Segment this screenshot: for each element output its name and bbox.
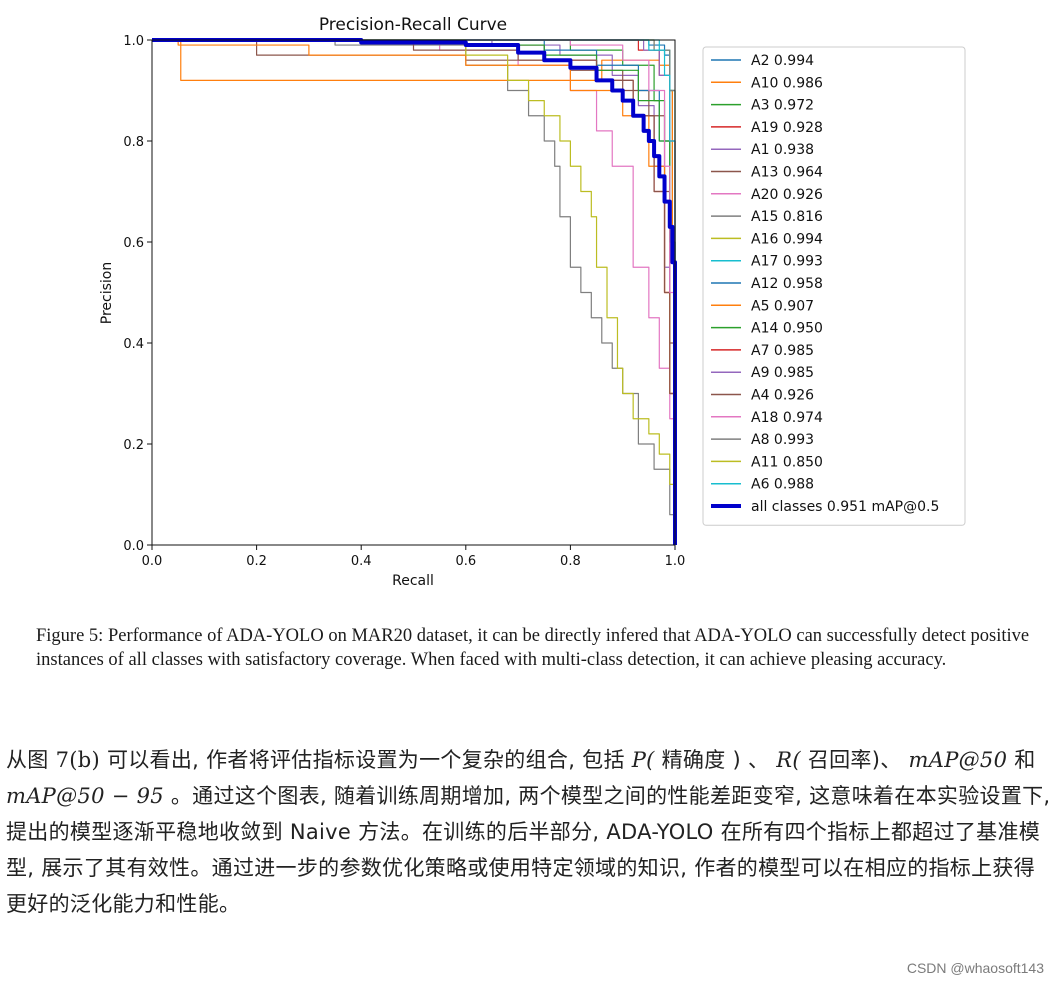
article-text: 召回率)、 [800, 748, 909, 772]
legend-label: A14 0.950 [751, 321, 823, 337]
legend: A2 0.994 A10 0.986 A3 0.972 A19 0.928 A1 0.9… [702, 46, 966, 526]
legend-label: A5 0.907 [751, 298, 814, 314]
math-map50-95: mAP@50 − 95 [6, 784, 164, 808]
figure-caption: Figure 5: Performance of ADA-YOLO on MAR… [36, 626, 1030, 670]
article-text: 从图 [6, 748, 56, 772]
series-line-17 [152, 39, 676, 545]
y-tick-label: 0.8 [123, 135, 144, 150]
series-line-19 [152, 39, 676, 545]
x-tick-label: 0.8 [560, 554, 581, 569]
article-text: 精确度 ) 、 [654, 748, 777, 772]
x-tick-label: 1.0 [665, 554, 686, 569]
math-precision: P( [631, 748, 655, 772]
y-axis-label: Precision [99, 262, 115, 324]
x-tick-label: 0.6 [455, 554, 476, 569]
y-tick-label: 0.4 [123, 337, 144, 352]
legend-label: A8 0.993 [751, 432, 814, 448]
x-tick-label: 0.2 [246, 554, 267, 569]
math-ref: 7(b) [55, 748, 100, 772]
legend-label: A11 0.850 [751, 454, 823, 470]
legend-label: A17 0.993 [751, 254, 823, 270]
y-tick-label: 0.0 [123, 539, 144, 554]
legend-label: A16 0.994 [751, 231, 823, 247]
y-tick-label: 0.2 [123, 438, 144, 453]
article-text: 可以看出, 作者将评估指标设置为一个复杂的组合, 包括 [99, 748, 632, 772]
legend-label: A4 0.926 [751, 388, 814, 404]
legend-label: all classes 0.951 mAP@0.5 [751, 499, 939, 515]
chart-title: Precision-Recall Curve [319, 15, 507, 35]
article-text: 。通过这个图表, 随着训练周期增加, 两个模型之间的性能差距变窄, 这意味着在本… [6, 784, 1051, 916]
article-paragraph: 从图 7(b) 可以看出, 作者将评估指标设置为一个复杂的组合, 包括 P( 精… [6, 742, 1052, 922]
pr-curve-chart: Precision-Recall Curve 0.0 0.2 0.4 0.6 0.8 1.… [99, 15, 966, 589]
plot-area: 0.0 0.2 0.4 0.6 0.8 1.0 0.0 0.2 0.4 0.6 0.8 1.0 [123, 34, 685, 569]
legend-label: A18 0.974 [751, 410, 823, 426]
series-line-7 [152, 39, 676, 545]
legend-label: A10 0.986 [751, 75, 823, 91]
legend-label: A2 0.994 [751, 53, 814, 69]
legend-label: A20 0.926 [751, 187, 823, 203]
series-line-8 [152, 39, 676, 545]
series-line-21 [152, 38, 677, 545]
math-recall: R( [776, 748, 801, 772]
x-axis-label: Recall [392, 573, 434, 589]
legend-label: A1 0.938 [751, 142, 814, 158]
legend-label: A13 0.964 [751, 165, 823, 181]
plot-frame [151, 39, 676, 546]
x-tick-label: 0.0 [142, 554, 163, 569]
y-tick-label: 0.6 [123, 236, 144, 251]
legend-label: A7 0.985 [751, 343, 814, 359]
legend-box [702, 46, 966, 526]
legend-label: A15 0.816 [751, 209, 823, 225]
legend-label: A3 0.972 [751, 98, 814, 114]
y-tick-label: 1.0 [123, 34, 144, 49]
math-map50: mAP@50 [908, 748, 1008, 772]
legend-label: A12 0.958 [751, 276, 823, 292]
x-tick-label: 0.4 [351, 554, 372, 569]
legend-label: A6 0.988 [751, 477, 814, 493]
legend-label: A19 0.928 [751, 120, 823, 136]
article-text: 和 [1007, 748, 1036, 772]
legend-label: A9 0.985 [751, 365, 814, 381]
watermark: CSDN @whaosoft143 [906, 960, 1044, 976]
